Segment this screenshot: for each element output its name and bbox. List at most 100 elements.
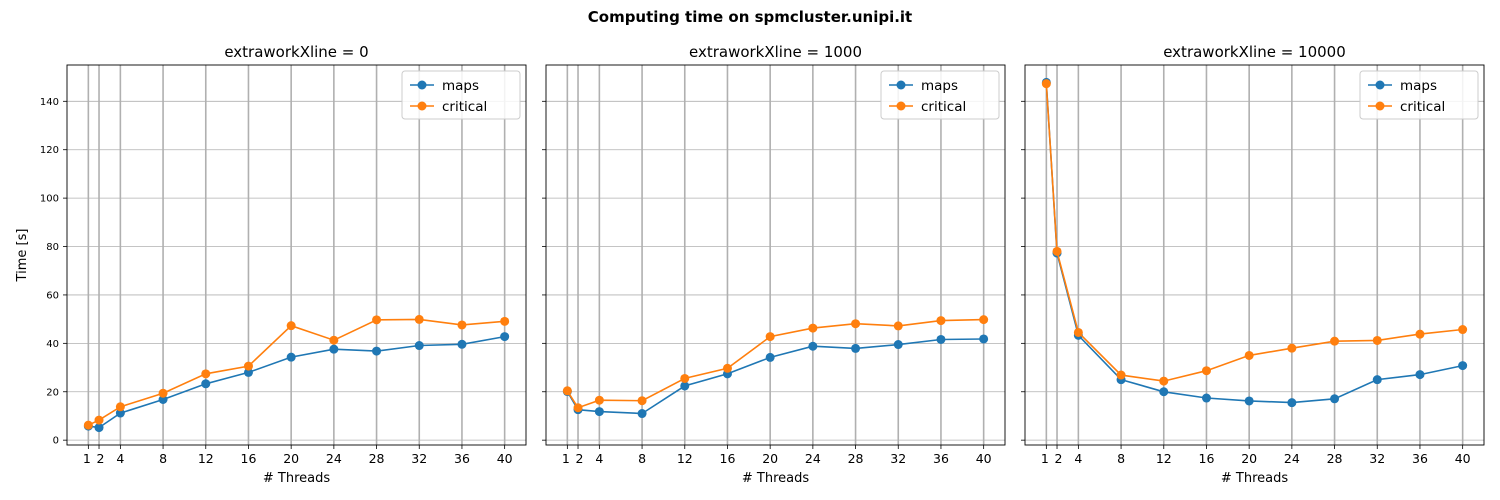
x-tick-label: 36 xyxy=(1412,451,1428,466)
x-tick-label: 20 xyxy=(283,451,299,466)
data-point-critical xyxy=(979,315,989,325)
data-point-critical xyxy=(765,332,775,342)
x-tick-label: 36 xyxy=(454,451,470,466)
x-tick-label: 32 xyxy=(1369,451,1385,466)
y-tick-label: 140 xyxy=(40,97,59,108)
data-point-critical xyxy=(457,320,467,330)
data-point-critical xyxy=(243,361,253,371)
legend-box xyxy=(1359,70,1479,120)
data-point-maps xyxy=(936,334,946,344)
y-tick-label: 120 xyxy=(40,145,59,156)
data-point-critical xyxy=(1458,325,1468,335)
legend-label-critical: critical xyxy=(442,99,487,115)
data-point-critical xyxy=(115,402,125,412)
legend-label-maps: maps xyxy=(442,78,479,94)
x-tick-label: 1 xyxy=(562,451,570,466)
x-tick-label: 24 xyxy=(1284,451,1300,466)
data-point-critical xyxy=(594,395,604,405)
x-tick-label: 24 xyxy=(805,451,821,466)
data-point-critical xyxy=(1330,336,1340,346)
data-point-critical xyxy=(372,315,382,325)
legend: maps critical xyxy=(401,70,521,120)
data-point-maps xyxy=(1201,393,1211,403)
x-axis-label: # Threads xyxy=(1221,471,1288,486)
x-tick-label: 12 xyxy=(1156,451,1172,466)
x-tick-label: 4 xyxy=(116,451,124,466)
axes-frame xyxy=(66,64,527,446)
x-tick-label: 12 xyxy=(198,451,214,466)
legend: maps critical xyxy=(1359,70,1479,120)
legend-label-maps: maps xyxy=(1400,78,1437,94)
data-point-critical xyxy=(1244,350,1254,360)
data-point-maps xyxy=(1458,361,1468,371)
data-point-critical xyxy=(201,369,211,379)
x-tick-label: 20 xyxy=(1241,451,1257,466)
x-tick-label: 36 xyxy=(933,451,949,466)
data-point-maps xyxy=(94,423,104,433)
data-point-maps xyxy=(372,346,382,356)
series-line-maps xyxy=(566,338,984,415)
data-point-critical xyxy=(286,321,296,331)
legend-marker-critical xyxy=(417,101,427,111)
data-point-maps xyxy=(286,352,296,362)
series-line-maps xyxy=(88,335,505,429)
y-tick-label: 20 xyxy=(46,387,59,398)
y-tick-label: 0 xyxy=(53,436,59,447)
x-tick-label: 16 xyxy=(1199,451,1215,466)
data-point-critical xyxy=(414,314,424,324)
legend-label-maps: maps xyxy=(921,78,958,94)
data-point-maps xyxy=(893,340,903,350)
data-point-critical xyxy=(1201,366,1211,376)
x-tick-label: 28 xyxy=(848,451,864,466)
x-tick-label: 40 xyxy=(976,451,992,466)
y-axis-label: Time [s] xyxy=(15,229,30,283)
data-point-maps xyxy=(1372,375,1382,385)
data-point-critical xyxy=(936,316,946,326)
data-point-critical xyxy=(808,323,818,333)
x-axis-label: # Threads xyxy=(263,471,330,486)
x-tick-label: 12 xyxy=(677,451,693,466)
panel-title: extraworkXline = 10000 xyxy=(1163,43,1346,61)
figure-title: Computing time on spmcluster.unipi.it xyxy=(588,8,912,26)
x-tick-label: 8 xyxy=(638,451,646,466)
data-point-critical xyxy=(637,396,647,406)
axes-frame xyxy=(1024,64,1485,446)
legend-marker-maps xyxy=(896,80,906,90)
series-line-critical xyxy=(1045,83,1463,382)
x-tick-label: 2 xyxy=(576,451,584,466)
data-point-maps xyxy=(115,408,125,418)
legend-marker-maps xyxy=(417,80,427,90)
data-point-maps xyxy=(243,367,253,377)
data-point-critical xyxy=(1415,329,1425,339)
data-point-critical xyxy=(329,335,339,345)
y-tick-label: 60 xyxy=(46,290,59,301)
data-point-critical xyxy=(722,363,732,373)
x-tick-label: 4 xyxy=(595,451,603,466)
x-tick-label: 32 xyxy=(411,451,427,466)
x-tick-label: 8 xyxy=(159,451,167,466)
x-tick-label: 20 xyxy=(762,451,778,466)
y-tick-label: 100 xyxy=(40,194,59,205)
data-point-critical xyxy=(1159,376,1169,386)
data-point-critical xyxy=(573,403,583,413)
data-point-maps xyxy=(1159,387,1169,397)
panel-title: extraworkXline = 0 xyxy=(224,43,368,61)
data-point-maps xyxy=(594,407,604,417)
data-point-critical xyxy=(1052,246,1062,256)
data-point-critical xyxy=(1116,370,1126,380)
data-point-maps xyxy=(1415,370,1425,380)
series-line-critical xyxy=(566,318,984,409)
x-tick-label: 40 xyxy=(1455,451,1471,466)
data-point-critical xyxy=(1287,343,1297,353)
x-tick-label: 1 xyxy=(1041,451,1049,466)
data-point-maps xyxy=(500,332,510,342)
series-line-critical xyxy=(87,318,505,426)
data-point-maps xyxy=(414,341,424,351)
data-point-critical xyxy=(500,316,510,326)
data-point-maps xyxy=(1330,394,1340,404)
data-point-critical xyxy=(83,420,93,430)
x-tick-label: 28 xyxy=(1327,451,1343,466)
data-point-maps xyxy=(851,343,861,353)
data-point-critical xyxy=(158,388,168,398)
